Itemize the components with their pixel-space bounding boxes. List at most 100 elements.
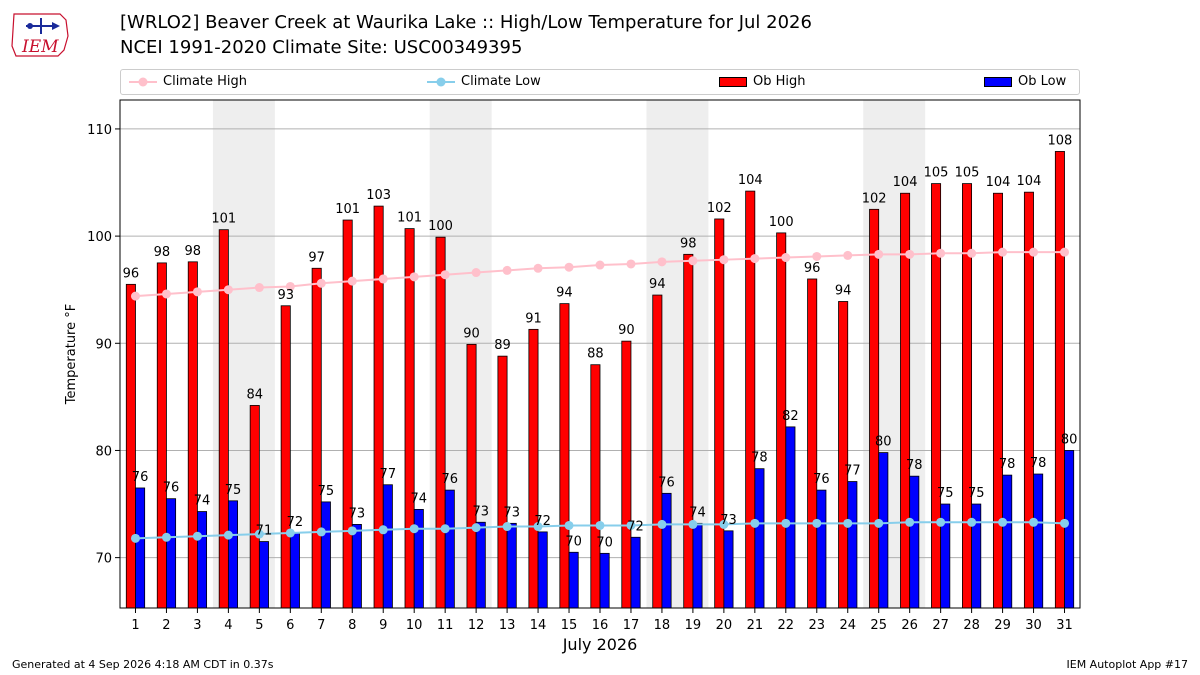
ob-high-bar — [962, 183, 973, 609]
iem-logo: IEM — [11, 13, 69, 57]
svg-text:IEM: IEM — [21, 37, 59, 57]
ob-low-label: 76 — [813, 472, 830, 487]
ob-low-bar — [506, 522, 517, 609]
ob-high-bar — [931, 183, 942, 609]
x-tick-label: 9 — [379, 618, 387, 633]
ob-high-label: 98 — [154, 245, 171, 260]
climate-low-point — [719, 519, 729, 529]
x-tick-label: 26 — [901, 618, 918, 633]
ob-low-label: 82 — [782, 409, 799, 424]
y-axis-label: Temperature °F — [64, 304, 79, 405]
ob-high-bar — [621, 340, 632, 609]
climate-low-point — [564, 520, 574, 530]
ob-low-label: 72 — [287, 515, 304, 530]
x-tick-label: 1 — [131, 618, 139, 633]
climate-high-point — [192, 287, 202, 297]
ob-low-bar — [135, 487, 146, 609]
x-tick-label: 28 — [963, 618, 980, 633]
ob-high-bar — [807, 278, 818, 609]
ob-low-bar — [692, 522, 703, 609]
ob-low-label: 73 — [349, 506, 366, 521]
ob-high-bar — [311, 267, 322, 609]
climate-high-point — [626, 259, 636, 269]
ob-low-label: 76 — [441, 472, 458, 487]
ob-high-bar — [869, 208, 880, 609]
ob-low-label: 78 — [906, 458, 923, 473]
ob-low-label: 75 — [968, 486, 985, 501]
climate-low-point — [316, 527, 326, 537]
ob-high-label: 103 — [366, 188, 391, 203]
legend-ob-high: Ob High — [719, 74, 806, 89]
ob-high-bar — [466, 343, 477, 609]
ob-low-bar — [909, 475, 920, 609]
climate-high-point — [564, 262, 574, 272]
ob-low-label: 71 — [256, 524, 273, 539]
ob-low-label: 75 — [318, 484, 335, 499]
legend-climate-high: Climate High — [129, 74, 247, 89]
ob-high-bar — [249, 405, 260, 609]
ob-low-label: 77 — [844, 464, 861, 479]
ob-low-bar — [661, 492, 672, 609]
x-tick-label: 12 — [468, 618, 485, 633]
climate-high-point — [595, 260, 605, 270]
climate-high-point — [998, 247, 1008, 257]
climate-low-point — [874, 518, 884, 528]
chart-title: [WRLO2] Beaver Creek at Waurika Lake :: … — [120, 12, 812, 33]
ob-low-label: 76 — [163, 481, 180, 496]
ob-high-bar — [125, 283, 136, 609]
climate-low-point — [223, 530, 233, 540]
climate-high-point — [1060, 247, 1070, 257]
climate-high-point — [719, 255, 729, 265]
x-tick-label: 3 — [193, 618, 201, 633]
ob-low-bar — [320, 501, 331, 609]
ob-low-label: 74 — [411, 491, 428, 506]
climate-low-point — [502, 522, 512, 532]
climate-high-point — [533, 263, 543, 273]
y-tick-label: 110 — [87, 123, 112, 138]
ob-high-label: 94 — [649, 277, 666, 292]
ob-low-bar — [1033, 473, 1044, 609]
ob-low-bar — [847, 481, 858, 609]
climate-low-point — [936, 517, 946, 527]
climate-high-point — [688, 256, 698, 266]
ob-high-bar — [435, 236, 446, 609]
ob-high-label: 88 — [587, 347, 604, 362]
climate-high-point — [409, 272, 419, 282]
climate-high-point — [781, 253, 791, 263]
x-tick-label: 17 — [623, 618, 640, 633]
ob-high-bar — [652, 294, 663, 609]
ob-high-label: 96 — [804, 261, 821, 276]
x-tick-label: 15 — [561, 618, 578, 633]
x-tick-label: 10 — [406, 618, 423, 633]
ob-low-label: 80 — [875, 435, 892, 450]
x-tick-label: 13 — [499, 618, 516, 633]
climate-high-point — [502, 265, 512, 275]
ob-high-label: 102 — [862, 191, 887, 206]
ob-high-label: 96 — [123, 266, 140, 281]
climate-low-point — [905, 517, 915, 527]
legend-climate-low-label: Climate Low — [461, 74, 541, 89]
ob-high-label: 100 — [428, 219, 453, 234]
climate-low-point — [130, 533, 140, 543]
x-tick-label: 11 — [437, 618, 454, 633]
ob-high-label: 89 — [494, 338, 511, 353]
ob-low-bar — [258, 541, 269, 609]
ob-high-label: 100 — [769, 215, 794, 230]
ob-high-label: 105 — [955, 166, 980, 181]
x-tick-label: 14 — [530, 618, 547, 633]
ob-high-bar — [683, 253, 694, 609]
ob-high-bar — [156, 262, 167, 609]
ob-low-bar — [630, 536, 641, 609]
ob-low-bar — [1002, 474, 1013, 609]
climate-high-point — [843, 250, 853, 260]
ob-high-label: 94 — [835, 283, 852, 298]
climate-high-point — [905, 249, 915, 259]
ob-low-bar — [599, 552, 610, 609]
ob-low-label: 75 — [225, 483, 242, 498]
ob-high-bar — [497, 355, 508, 609]
x-tick-label: 20 — [716, 618, 733, 633]
climate-low-point — [812, 518, 822, 528]
x-tick-label: 4 — [224, 618, 232, 633]
ob-low-bar — [444, 489, 455, 609]
ob-low-label: 78 — [751, 451, 768, 466]
